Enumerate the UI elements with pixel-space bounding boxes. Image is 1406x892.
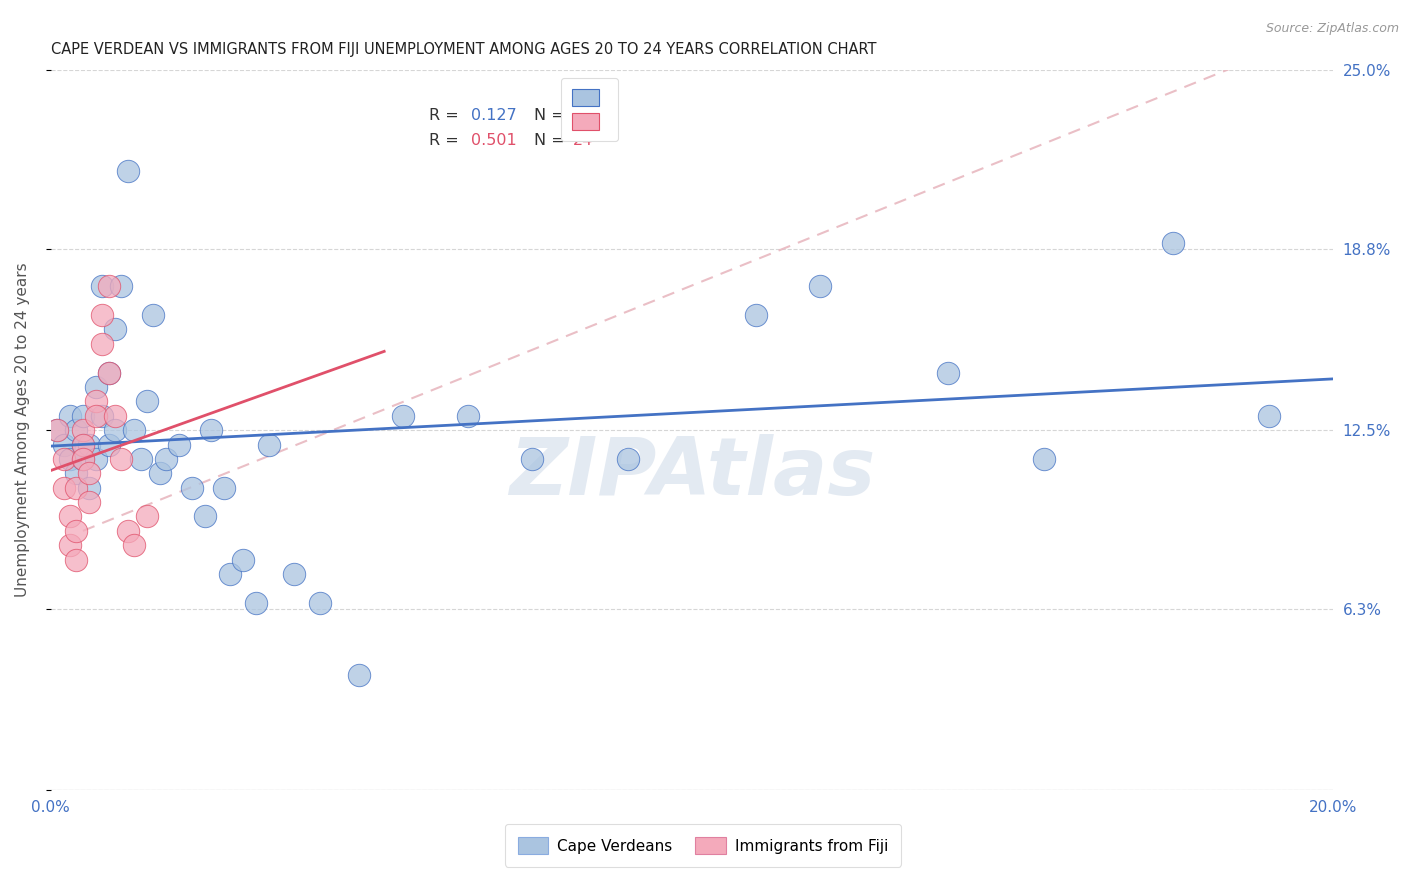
Point: [194, 509, 217, 524]
Point: [232, 552, 254, 566]
Point: [457, 409, 479, 423]
Point: [97, 437, 120, 451]
Point: [104, 322, 127, 336]
Point: [79, 481, 101, 495]
Point: [84, 394, 107, 409]
Point: [59, 409, 82, 423]
Point: [219, 567, 242, 582]
Point: [59, 509, 82, 524]
Text: R =: R =: [429, 134, 464, 148]
Point: [110, 279, 132, 293]
Point: [52, 437, 75, 451]
Point: [46, 423, 69, 437]
Point: [200, 423, 222, 437]
Point: [122, 423, 145, 437]
Point: [110, 451, 132, 466]
Point: [91, 336, 114, 351]
Text: ZIPAtlas: ZIPAtlas: [509, 434, 875, 512]
Point: [46, 423, 69, 437]
Point: [104, 409, 127, 423]
Point: [142, 308, 165, 322]
Point: [72, 451, 94, 466]
Point: [84, 380, 107, 394]
Point: [65, 524, 87, 538]
Text: 49: 49: [572, 108, 593, 122]
Point: [245, 596, 267, 610]
Y-axis label: Unemployment Among Ages 20 to 24 years: Unemployment Among Ages 20 to 24 years: [15, 263, 30, 598]
Point: [72, 423, 94, 437]
Point: [257, 437, 280, 451]
Point: [136, 394, 159, 409]
Point: [1161, 236, 1184, 251]
Point: [72, 437, 94, 451]
Point: [79, 437, 101, 451]
Point: [72, 437, 94, 451]
Point: [104, 423, 127, 437]
Point: [72, 409, 94, 423]
Point: [59, 538, 82, 552]
Point: [808, 279, 831, 293]
Point: [91, 409, 114, 423]
Point: [65, 481, 87, 495]
Point: [79, 495, 101, 509]
Point: [155, 451, 177, 466]
Text: 0.127: 0.127: [471, 108, 517, 122]
Point: [347, 667, 370, 681]
Point: [616, 451, 638, 466]
Point: [117, 164, 139, 178]
Point: [180, 481, 202, 495]
Point: [91, 308, 114, 322]
Text: N =: N =: [534, 108, 569, 122]
Point: [1033, 451, 1056, 466]
Legend: , : ,: [561, 78, 617, 141]
Point: [84, 409, 107, 423]
Text: 0.501: 0.501: [471, 134, 517, 148]
Point: [79, 467, 101, 481]
Point: [283, 567, 305, 582]
Point: [212, 481, 235, 495]
Point: [1257, 409, 1279, 423]
Text: 24: 24: [572, 134, 593, 148]
Point: [122, 538, 145, 552]
Point: [167, 437, 190, 451]
Point: [84, 451, 107, 466]
Point: [392, 409, 415, 423]
Point: [745, 308, 768, 322]
Point: [65, 423, 87, 437]
Text: CAPE VERDEAN VS IMMIGRANTS FROM FIJI UNEMPLOYMENT AMONG AGES 20 TO 24 YEARS CORR: CAPE VERDEAN VS IMMIGRANTS FROM FIJI UNE…: [51, 42, 876, 57]
Point: [59, 451, 82, 466]
Text: R =: R =: [429, 108, 464, 122]
Point: [65, 552, 87, 566]
Point: [72, 451, 94, 466]
Point: [65, 467, 87, 481]
Point: [117, 524, 139, 538]
Point: [91, 279, 114, 293]
Text: Source: ZipAtlas.com: Source: ZipAtlas.com: [1265, 22, 1399, 36]
Point: [149, 467, 172, 481]
Point: [97, 279, 120, 293]
Point: [136, 509, 159, 524]
Point: [520, 451, 543, 466]
Point: [97, 366, 120, 380]
Point: [52, 451, 75, 466]
Point: [97, 366, 120, 380]
Legend: Cape Verdeans, Immigrants from Fiji: Cape Verdeans, Immigrants from Fiji: [505, 824, 901, 866]
Text: N =: N =: [534, 134, 569, 148]
Point: [936, 366, 959, 380]
Point: [129, 451, 152, 466]
Point: [309, 596, 332, 610]
Point: [52, 481, 75, 495]
